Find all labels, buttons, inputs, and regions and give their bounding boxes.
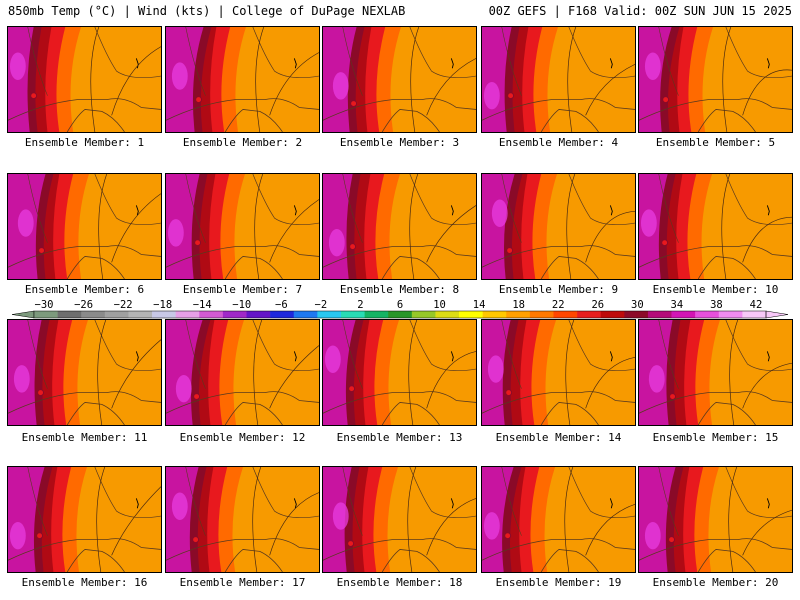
ensemble-member-label: Ensemble Member: 14 [495, 431, 622, 444]
colorbar-segment [128, 311, 153, 318]
ensemble-member-label: Ensemble Member: 3 [339, 136, 460, 149]
colorbar-tick-label: 2 [357, 299, 363, 311]
colorbar-segment [624, 311, 649, 318]
ensemble-member-map [165, 319, 320, 426]
ensemble-member-label: Ensemble Member: 11 [21, 431, 148, 444]
colorbar-segment [199, 311, 224, 318]
ensemble-member-map [638, 173, 793, 280]
map-title: 850mb Temp (°C) | Wind (kts) | College o… [8, 4, 406, 18]
ensemble-member-map [165, 26, 320, 133]
ensemble-member-label: Ensemble Member: 18 [336, 576, 463, 589]
colorbar-segment [482, 311, 507, 318]
colorbar-segment [270, 311, 295, 318]
colorbar-segment [459, 311, 483, 318]
colorbar-segment [742, 311, 767, 318]
colorbar-tick-label: 42 [750, 299, 763, 311]
ensemble-member-label: Ensemble Member: 5 [655, 136, 776, 149]
colorbar-segment [104, 311, 129, 318]
colorbar-segment [175, 311, 200, 318]
colorbar-segment [364, 311, 389, 318]
colorbar-segment [57, 311, 82, 318]
ensemble-member-label: Ensemble Member: 20 [652, 576, 779, 589]
ensemble-member-map [7, 173, 162, 280]
colorbar-segment [222, 311, 247, 318]
ensemble-member-map [638, 319, 793, 426]
ensemble-member-label: Ensemble Member: 1 [24, 136, 145, 149]
colorbar-tick-label: −26 [74, 299, 93, 311]
colorbar-segment [506, 311, 531, 318]
colorbar-tick-label: −6 [275, 299, 288, 311]
colorbar-tick-label: −18 [153, 299, 172, 311]
colorbar-segment [81, 311, 106, 318]
ensemble-member-map [322, 466, 477, 573]
ensemble-member-map [481, 173, 636, 280]
colorbar-tick-label: 30 [631, 299, 644, 311]
ensemble-member-label: Ensemble Member: 16 [21, 576, 148, 589]
ensemble-member-map [481, 466, 636, 573]
colorbar-segment [411, 311, 436, 318]
ensemble-member-label: Ensemble Member: 15 [652, 431, 779, 444]
colorbar-segment [577, 311, 602, 318]
ensemble-member-map [638, 466, 793, 573]
ensemble-member-label: Ensemble Member: 17 [179, 576, 306, 589]
colorbar-segment [317, 311, 342, 318]
colorbar-segment [152, 311, 176, 318]
ensemble-member-map [481, 26, 636, 133]
colorbar-tick-label: 38 [710, 299, 723, 311]
ensemble-member-map [322, 319, 477, 426]
colorbar-tick-label: −2 [315, 299, 328, 311]
colorbar-tick-label: 22 [552, 299, 565, 311]
colorbar-segment [529, 311, 554, 318]
colorbar-tick-label: −30 [35, 299, 54, 311]
ensemble-member-label: Ensemble Member: 19 [495, 576, 622, 589]
ensemble-member-label: Ensemble Member: 6 [24, 283, 145, 296]
colorbar-segment [246, 311, 271, 318]
colorbar-tick-label: 34 [671, 299, 684, 311]
colorbar-tick-label: −14 [193, 299, 212, 311]
colorbar-tick-label: 26 [591, 299, 604, 311]
temperature-colorbar: −30 −26 −22 −18 −14 −10 −6 −2 2 6 10 14 18 22 26 30 34 38… [12, 299, 788, 319]
colorbar-segment [388, 311, 413, 318]
colorbar-segment [435, 311, 460, 318]
ensemble-member-label: Ensemble Member: 13 [336, 431, 463, 444]
colorbar-tick-label: 14 [473, 299, 486, 311]
colorbar-segment [600, 311, 625, 318]
ensemble-member-map [165, 173, 320, 280]
ensemble-member-label: Ensemble Member: 7 [182, 283, 303, 296]
colorbar-left-arrow [12, 310, 35, 319]
colorbar-segment [671, 311, 696, 318]
colorbar-tick-label: 10 [433, 299, 446, 311]
colorbar-segment [695, 311, 720, 318]
colorbar-segment [34, 311, 58, 318]
ensemble-member-map [322, 173, 477, 280]
colorbar-tick-label: −10 [232, 299, 251, 311]
model-run-valid-time: 00Z GEFS | F168 Valid: 00Z SUN JUN 15 20… [488, 4, 792, 18]
colorbar-segment [647, 311, 672, 318]
colorbar-segment [718, 311, 743, 318]
ensemble-member-map [7, 319, 162, 426]
ensemble-member-map [322, 26, 477, 133]
colorbar-segment [293, 311, 318, 318]
colorbar-segment [553, 311, 578, 318]
ensemble-member-label: Ensemble Member: 12 [179, 431, 306, 444]
ensemble-member-map [481, 319, 636, 426]
ensemble-member-map [7, 26, 162, 133]
ensemble-member-label: Ensemble Member: 4 [498, 136, 619, 149]
colorbar-tick-label: 18 [512, 299, 525, 311]
ensemble-member-label: Ensemble Member: 2 [182, 136, 303, 149]
ensemble-member-label: Ensemble Member: 10 [652, 283, 779, 296]
colorbar-segment [340, 311, 365, 318]
ensemble-member-map [7, 466, 162, 573]
ensemble-member-label: Ensemble Member: 8 [339, 283, 460, 296]
colorbar-tick-label: 6 [397, 299, 403, 311]
ensemble-member-label: Ensemble Member: 9 [498, 283, 619, 296]
colorbar-tick-label: −22 [114, 299, 133, 311]
ensemble-member-map [165, 466, 320, 573]
ensemble-member-map [638, 26, 793, 133]
colorbar-right-arrow [765, 310, 788, 319]
